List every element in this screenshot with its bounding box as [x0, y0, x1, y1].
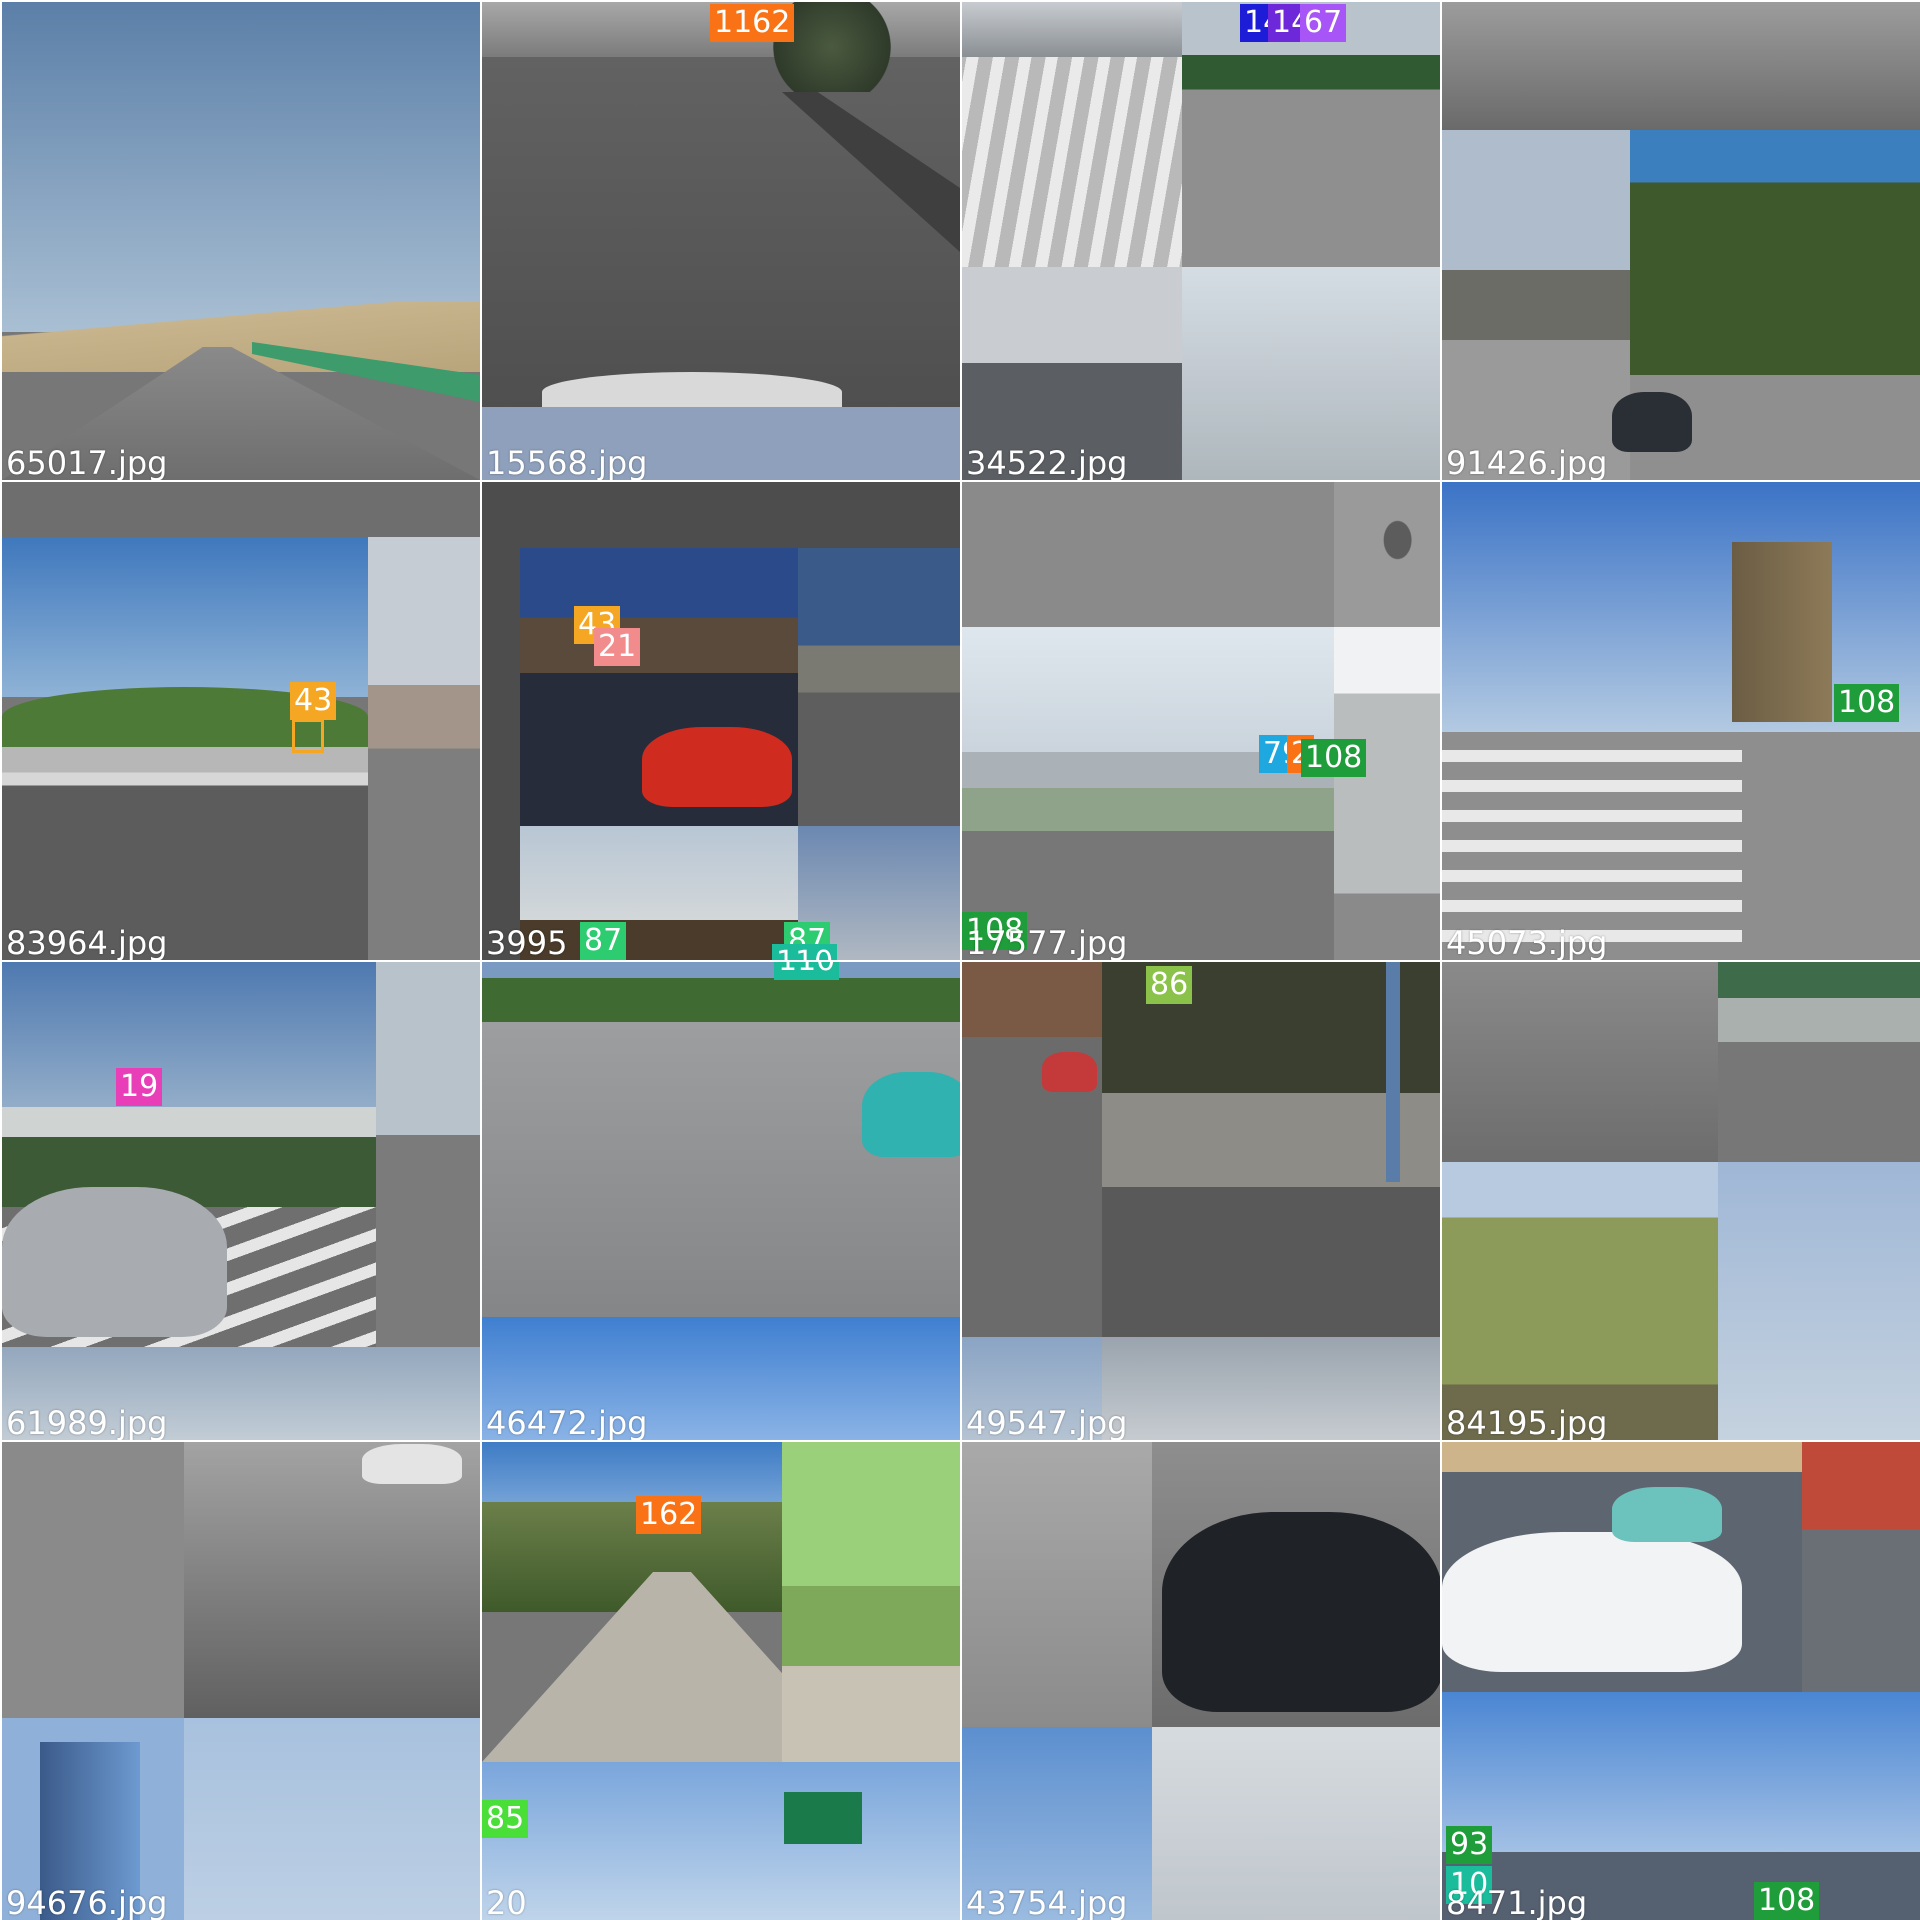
- bottom-band: [482, 407, 960, 480]
- detection-label: 21: [594, 628, 641, 666]
- fence-sidewalk-quad: [1102, 962, 1440, 1337]
- side-street-quad: [368, 537, 480, 960]
- buildings-top: [962, 2, 1182, 57]
- road-right: [1742, 732, 1920, 960]
- sky: [2, 962, 376, 1132]
- road-top-quad: [1442, 2, 1920, 130]
- road-sign: [784, 1792, 862, 1844]
- car: [362, 1444, 462, 1484]
- road-top-quad: [962, 482, 1334, 627]
- road: [482, 57, 960, 407]
- detection-box: [292, 719, 324, 753]
- willow-trees-quad: [1442, 1162, 1718, 1440]
- detection-label: 43: [290, 682, 337, 720]
- detection-label: 108: [1834, 684, 1900, 722]
- highway-quad: [1182, 2, 1440, 267]
- mosaic-tile: 162 85 20: [482, 1442, 960, 1920]
- sky-left-quad: [962, 1727, 1152, 1920]
- mosaic-tile: 43 83964.jpg: [2, 482, 480, 960]
- white-car: [1442, 1532, 1742, 1672]
- detection-label: 67: [1300, 4, 1347, 42]
- skyline: [1442, 1852, 1920, 1920]
- building-quad: [1334, 627, 1440, 960]
- detection-label: 110: [772, 944, 838, 960]
- mosaic-tile: 108 45073.jpg: [1442, 482, 1920, 960]
- mosaic-tile: 110 46472.jpg: [482, 962, 960, 1440]
- bottom-sky: [2, 1347, 480, 1440]
- black-sedan: [1162, 1512, 1440, 1712]
- mosaic-tile: 1162 15568.jpg: [482, 2, 960, 480]
- mosaic-tile: 93 10 108 8471.jpg: [1442, 1442, 1920, 1920]
- towers-quad: [962, 267, 1182, 480]
- mosaic-tile: 43 21 87 87 110 3995: [482, 482, 960, 960]
- detection-label: 108: [1754, 1882, 1820, 1920]
- detection-label: 93: [1446, 1826, 1493, 1864]
- guardrail-road: [2, 747, 368, 960]
- detection-label: 162: [636, 1496, 702, 1534]
- green-building-quad: [782, 1442, 960, 1762]
- mosaic-tile: 84195.jpg: [1442, 962, 1920, 1440]
- glass-tower: [40, 1742, 140, 1920]
- detection-label: 110: [774, 962, 840, 980]
- detection-label: 108: [962, 912, 1028, 950]
- sky-quad: [184, 1718, 480, 1920]
- street-quad: [798, 548, 960, 826]
- car: [1042, 1052, 1097, 1092]
- detection-label: 10: [1446, 1866, 1493, 1904]
- detection-label: 1162: [710, 4, 795, 42]
- mosaic-tile: 14 14 67 34522.jpg: [962, 2, 1440, 480]
- mosaic-tile: 94676.jpg: [2, 1442, 480, 1920]
- sky: [2, 2, 480, 332]
- teal-taxi: [1612, 1487, 1722, 1542]
- mosaic-tile: 86 49547.jpg: [962, 962, 1440, 1440]
- mosaic-tile: 65017.jpg: [2, 2, 480, 480]
- mosaic-tile: 43754.jpg: [962, 1442, 1440, 1920]
- mosaic-tile: 91426.jpg: [1442, 2, 1920, 480]
- silver-suv: [2, 1187, 227, 1337]
- pole: [1386, 962, 1400, 1182]
- detection-label: 86: [1146, 966, 1193, 1004]
- street-quad: [962, 962, 1102, 1337]
- teal-taxi: [862, 1072, 960, 1157]
- bridge-rail-quad: [1718, 962, 1920, 1162]
- sky: [2, 537, 368, 697]
- detection-label: 108: [1301, 739, 1367, 777]
- car: [1612, 392, 1692, 452]
- red-car: [642, 727, 792, 807]
- road-quad: [962, 1442, 1152, 1727]
- mosaic-tile: 79 2 108 108 17577.jpg: [962, 482, 1440, 960]
- detection-label: 19: [116, 1068, 163, 1106]
- bottom-right-quad: [1102, 1337, 1440, 1440]
- construction-building: [1732, 542, 1832, 722]
- road-strip: [2, 482, 480, 537]
- sky-quad: [1718, 1162, 1920, 1440]
- red-truck-quad: [1802, 1442, 1920, 1692]
- detection-label: 85: [482, 1800, 529, 1838]
- road-left-quad: [2, 1442, 184, 1718]
- bare-trees-quad: [1182, 267, 1440, 480]
- sky-quad: [520, 826, 798, 960]
- car-hood: [542, 372, 842, 412]
- bottom-sky: [482, 1317, 960, 1440]
- mosaic-tile: 19 61989.jpg: [2, 962, 480, 1440]
- right-quad: [376, 962, 480, 1347]
- road-right-quad: [184, 1442, 480, 1718]
- bottom-sky-quad: [482, 1762, 960, 1920]
- road-quad: [1442, 962, 1718, 1162]
- manhole-quad: [1334, 482, 1440, 627]
- bottom-left-quad: [962, 1337, 1102, 1440]
- detection-label: 87: [580, 922, 627, 960]
- apartments-quad: [1442, 130, 1630, 480]
- sky-right-quad: [1152, 1727, 1440, 1920]
